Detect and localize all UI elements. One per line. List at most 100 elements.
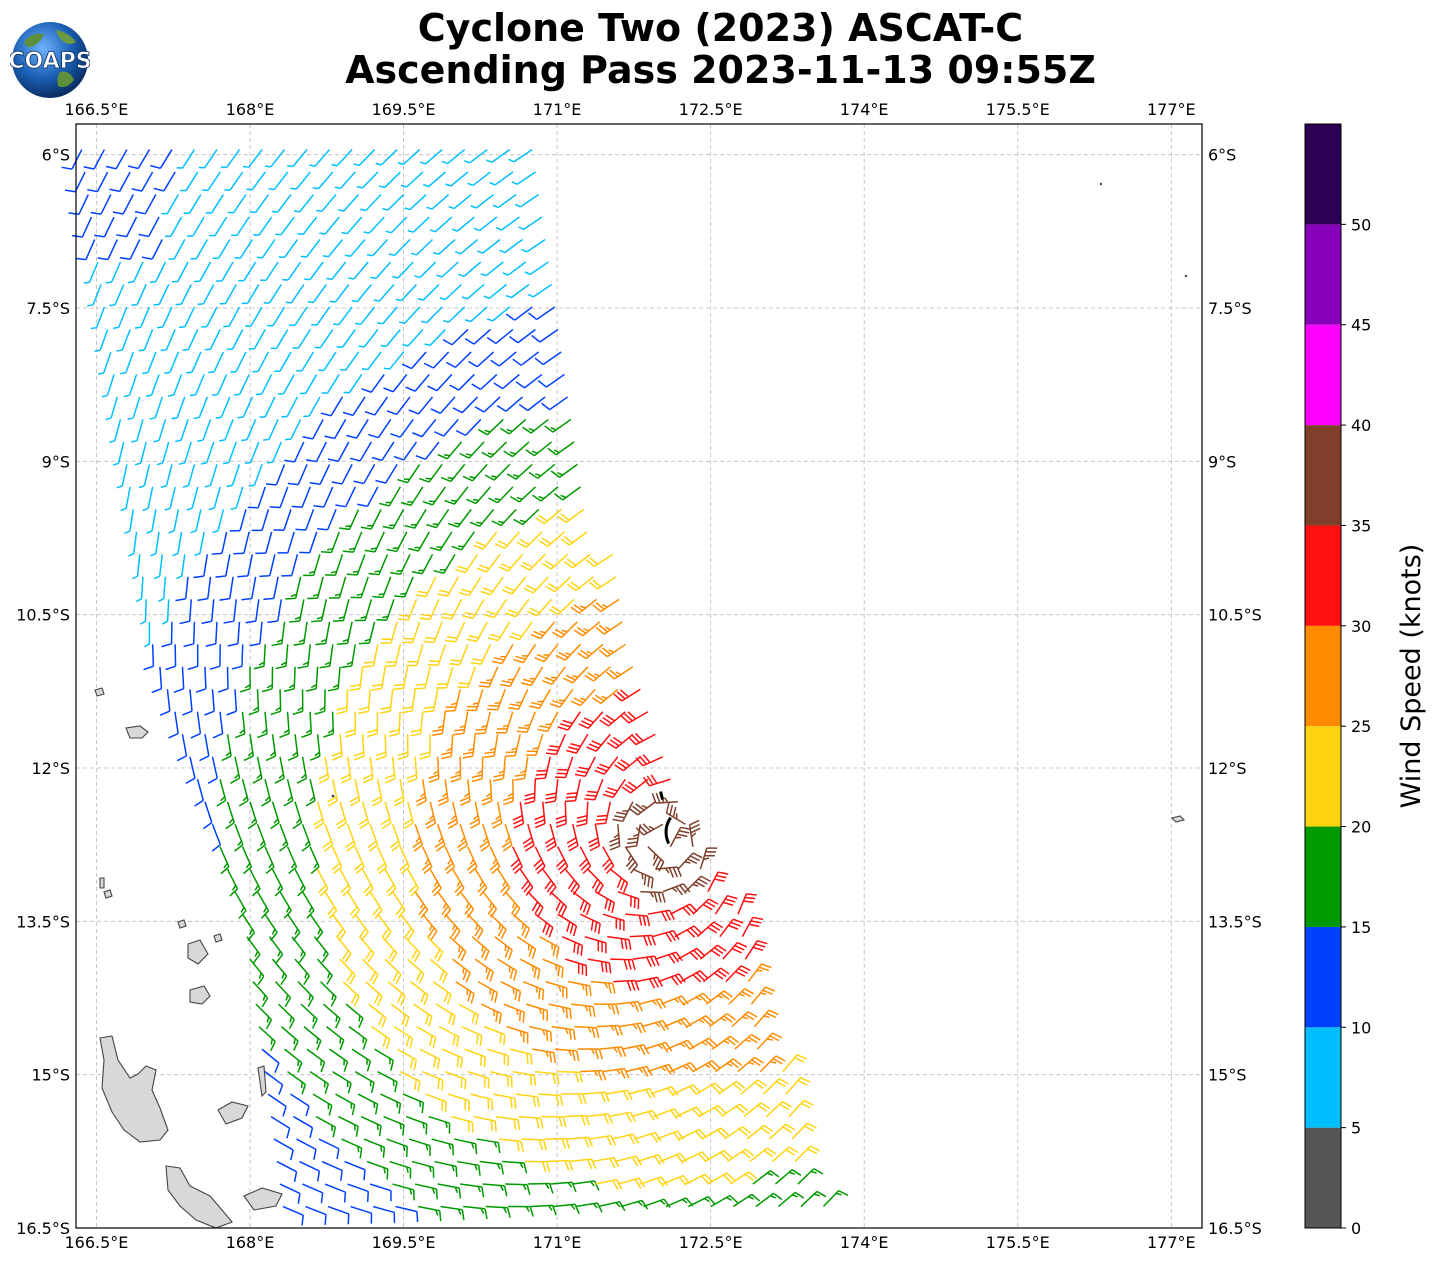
wind-barb	[276, 1160, 298, 1183]
colorbar-bin	[1305, 525, 1341, 626]
wind-barb	[182, 464, 196, 488]
wind-barb	[643, 1198, 671, 1209]
wind-barb	[444, 1070, 467, 1090]
wind-barb	[345, 711, 357, 738]
wind-barb	[410, 238, 434, 256]
wind-barb	[608, 1111, 636, 1123]
wind-barb	[255, 531, 273, 555]
wind-barb	[180, 171, 199, 192]
wind-barb	[550, 463, 578, 478]
wind-barb	[744, 940, 768, 960]
wind-barb	[271, 958, 288, 986]
wind-barb	[295, 509, 315, 531]
wind-barb	[411, 554, 434, 575]
wind-barb	[253, 216, 273, 236]
wind-barb	[542, 958, 564, 979]
wind-barb	[462, 463, 488, 482]
wind-barb	[575, 1202, 603, 1213]
wind-barb	[534, 913, 554, 938]
wind-barb	[425, 801, 437, 830]
wind-barb	[519, 868, 534, 896]
wind-barb	[371, 666, 386, 691]
wind-barb	[621, 778, 649, 794]
wind-barb	[686, 1015, 715, 1028]
wind-barb	[602, 913, 625, 931]
wind-barb	[265, 464, 286, 486]
wind-barb	[466, 621, 488, 642]
wind-barb	[563, 553, 591, 569]
wind-barb	[366, 1160, 389, 1180]
wind-barb	[229, 509, 247, 532]
island-gaua	[189, 985, 211, 1005]
wind-barb	[376, 306, 398, 325]
wind-barb	[251, 509, 270, 532]
wind-barb	[723, 1126, 752, 1140]
wind-barb	[698, 1104, 727, 1118]
wind-barb	[412, 418, 437, 438]
lon-label-bottom: 166.5°E	[65, 1233, 129, 1252]
wind-barb	[301, 891, 315, 919]
wind-barb	[494, 531, 520, 549]
wind-barb	[145, 374, 160, 398]
wind-barb	[423, 621, 443, 644]
wind-barb	[368, 554, 389, 576]
wind-barb	[395, 1205, 419, 1223]
wind-barb	[509, 1048, 533, 1065]
logo-text: COAPS	[10, 49, 90, 74]
wind-barb	[535, 508, 562, 525]
wind-barb	[708, 1012, 736, 1028]
wind-barb	[342, 531, 363, 553]
wind-barb	[404, 508, 427, 529]
wind-barb	[438, 1025, 460, 1048]
wind-barb	[464, 306, 488, 323]
lat-label-right: 10.5°S	[1208, 606, 1262, 625]
wind-barb	[128, 531, 138, 557]
wind-barb	[609, 868, 629, 893]
wind-barb	[473, 1115, 497, 1132]
wind-barb	[131, 171, 154, 192]
wind-barb	[549, 891, 568, 917]
wind-barb	[357, 486, 379, 508]
wind-barb	[710, 1194, 739, 1208]
wind-barb	[124, 509, 135, 534]
wind-barb	[279, 711, 290, 739]
wind-barb	[488, 486, 514, 504]
wind-barb	[444, 689, 461, 713]
wind-barb	[516, 711, 536, 733]
wind-barb	[287, 734, 299, 761]
wind-barb	[586, 1113, 613, 1125]
wind-barb	[195, 666, 207, 693]
wind-barb	[393, 1025, 414, 1049]
wind-barb	[458, 1003, 479, 1025]
wind-barb	[585, 553, 614, 568]
colorbar-bin	[1305, 124, 1341, 225]
wind-barb	[351, 284, 372, 303]
wind-barb	[204, 329, 221, 351]
wind-barb	[665, 1197, 694, 1208]
wind-barb	[501, 823, 513, 852]
wind-barb	[299, 1160, 321, 1182]
island-small-4	[103, 889, 113, 899]
island-malakula	[165, 1165, 233, 1229]
wind-barb	[461, 283, 485, 300]
wind-barb	[384, 958, 402, 985]
wind-barb	[632, 955, 660, 967]
lon-label-bottom: 172.5°E	[679, 1233, 743, 1252]
wind-barb	[249, 868, 261, 897]
wind-barb	[120, 486, 131, 512]
wind-barb	[525, 441, 553, 457]
wind-barb	[557, 508, 585, 524]
wind-barb	[482, 891, 498, 918]
wind-barb	[198, 149, 218, 169]
wind-barb	[209, 216, 228, 237]
wind-barb	[557, 711, 581, 731]
wind-barb	[150, 149, 173, 170]
colorbar-tick-label: 40	[1351, 416, 1371, 435]
wind-barb	[464, 1048, 486, 1068]
wind-barb	[549, 688, 574, 708]
wind-barb	[448, 193, 472, 210]
wind-barb	[419, 734, 431, 760]
wind-barb	[281, 396, 299, 418]
wind-barb	[398, 599, 418, 621]
wind-barb	[356, 171, 379, 189]
